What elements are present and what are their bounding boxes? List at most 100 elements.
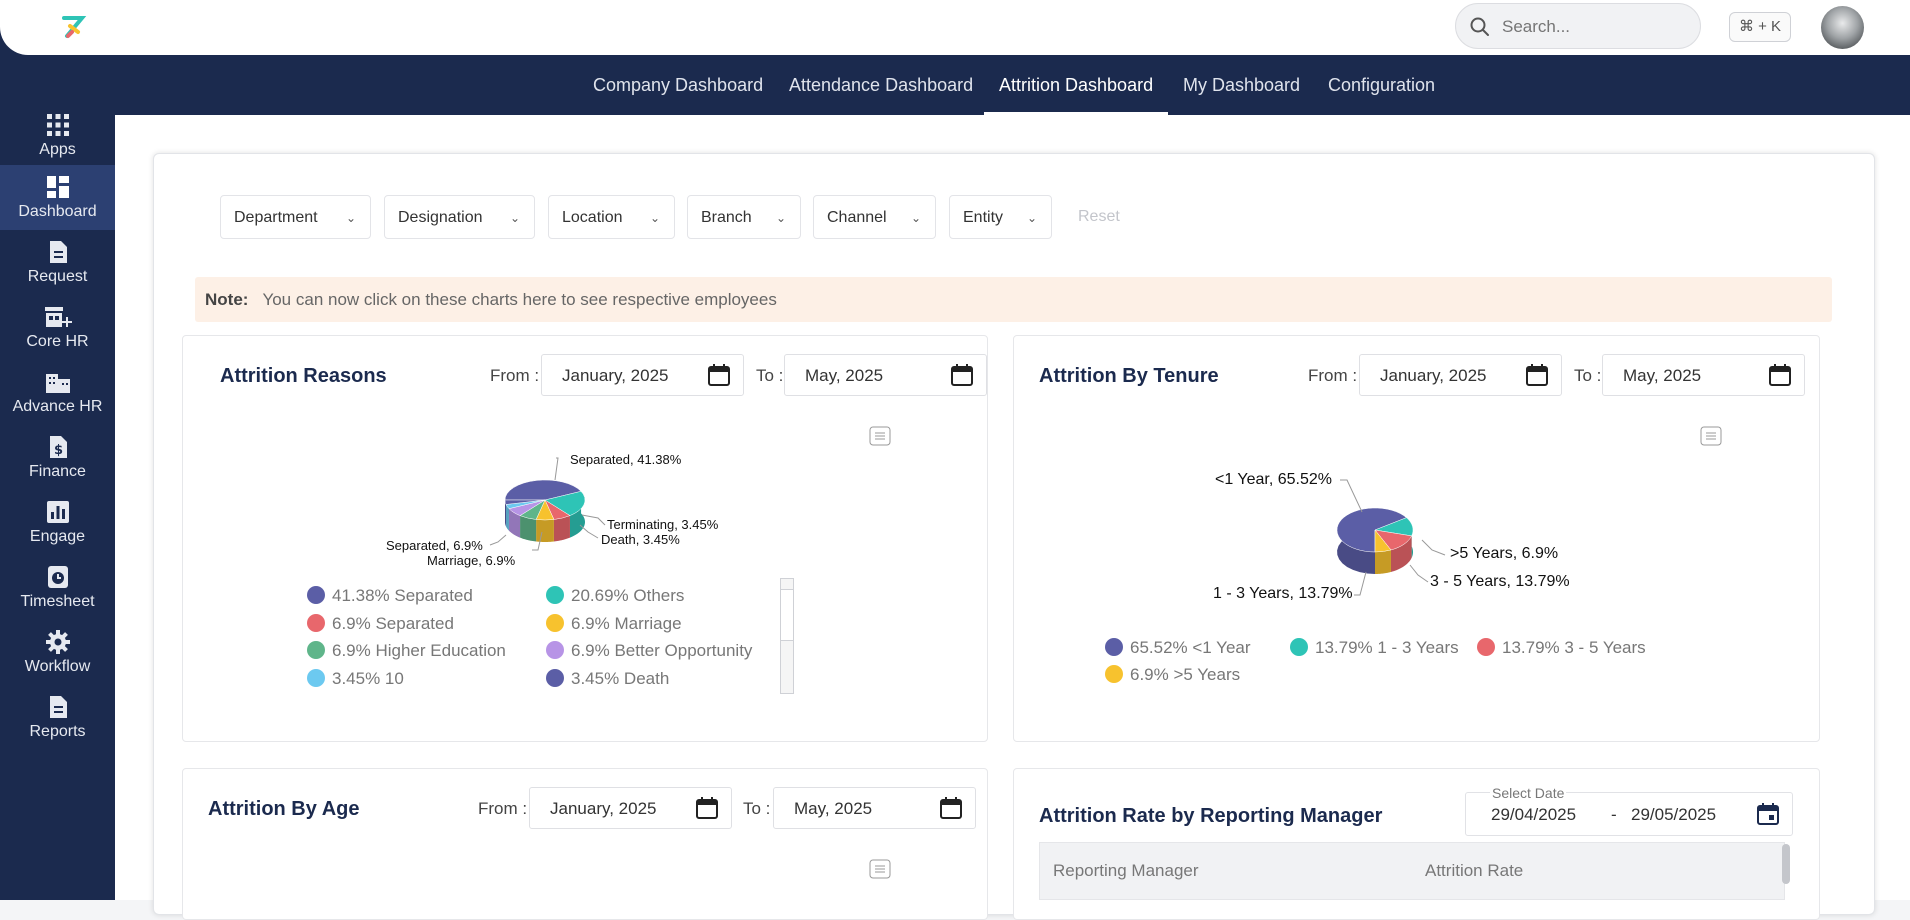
timer-icon — [47, 566, 68, 588]
pie-slice-side[interactable] — [520, 515, 537, 542]
pie-slice[interactable] — [504, 499, 546, 505]
chart-menu-icon[interactable] — [869, 426, 891, 446]
sidebar-item-label: Timesheet — [20, 593, 95, 610]
pie-slice[interactable] — [1374, 529, 1392, 553]
column-header-reporting-manager[interactable]: Reporting Manager — [1053, 861, 1199, 880]
calendar-icon[interactable] — [939, 796, 963, 820]
tenure-to-date[interactable]: May, 2025 — [1602, 354, 1805, 396]
pie-slice[interactable] — [544, 491, 586, 516]
legend-label: 41.38% Separated — [332, 586, 473, 605]
legend-item[interactable]: 6.9% Better Opportunity — [546, 641, 752, 661]
sidebar-item-label: Request — [27, 268, 88, 285]
attrition-reasons-title: Attrition Reasons — [220, 365, 387, 387]
app-logo-icon[interactable] — [58, 12, 88, 42]
legend-dot — [546, 669, 564, 687]
sidebar-item-label: Workflow — [24, 658, 91, 675]
chevron-down-icon: ⌄ — [509, 211, 520, 225]
pie-slice-side[interactable] — [1390, 535, 1412, 572]
pie-slice[interactable] — [1336, 507, 1407, 553]
report-icon — [49, 696, 67, 718]
filter-department[interactable]: Department ⌄ — [220, 195, 371, 239]
column-header-attrition-rate[interactable]: Attrition Rate — [1425, 861, 1524, 880]
sidebar-item-label: Advance HR — [12, 398, 103, 415]
to-date-value: May, 2025 — [805, 366, 884, 385]
legend-item[interactable]: 6.9% >5 Years — [1105, 665, 1240, 685]
calendar-icon[interactable] — [1768, 363, 1792, 387]
scrollbar-thumb[interactable] — [781, 589, 793, 641]
table-scrollbar[interactable] — [1782, 844, 1790, 884]
reasons-from-date[interactable]: January, 2025 — [541, 354, 744, 396]
legend-item[interactable]: 3.45% Death — [546, 669, 669, 689]
pie-slice-side[interactable] — [508, 508, 521, 538]
search-input[interactable] — [1500, 14, 1724, 40]
filter-entity[interactable]: Entity ⌄ — [949, 195, 1052, 239]
legend-dot — [307, 669, 325, 687]
sidebar-item-engage[interactable]: Engage — [0, 490, 115, 555]
legend-item[interactable]: 6.9% Separated — [307, 614, 454, 634]
user-avatar[interactable] — [1821, 6, 1864, 49]
pie-data-label: 3 - 5 Years, 13.79% — [1430, 573, 1570, 590]
age-from-date[interactable]: January, 2025 — [529, 787, 732, 829]
sidebar: Apps Dashboard Request Core HR Advance H… — [0, 100, 115, 900]
pie-slice-side[interactable] — [1375, 549, 1391, 574]
tenure-from-date[interactable]: January, 2025 — [1359, 354, 1562, 396]
legend-item[interactable]: 6.9% Higher Education — [307, 641, 506, 661]
reasons-to-date[interactable]: May, 2025 — [784, 354, 987, 396]
to-label: To : — [743, 799, 771, 818]
legend-item[interactable]: 41.38% Separated — [307, 586, 473, 606]
sidebar-item-advance-hr[interactable]: Advance HR — [0, 360, 115, 425]
legend-label: 13.79% 1 - 3 Years — [1315, 638, 1459, 657]
pie-slice-side[interactable] — [506, 504, 509, 531]
reset-button[interactable]: Reset — [1078, 208, 1120, 225]
legend-dot — [1290, 638, 1308, 656]
tab-my-dashboard[interactable]: My Dashboard — [1183, 75, 1301, 95]
sidebar-item-apps[interactable]: Apps — [0, 103, 115, 168]
tab-company-dashboard[interactable]: Company Dashboard — [593, 75, 764, 95]
pie-slice-side[interactable] — [553, 515, 570, 542]
legend-item[interactable]: 13.79% 3 - 5 Years — [1477, 638, 1646, 658]
legend-label: 20.69% Others — [571, 586, 685, 605]
legend-scrollbar[interactable] — [780, 578, 794, 694]
calendar-icon[interactable] — [707, 363, 731, 387]
legend-item[interactable]: 13.79% 1 - 3 Years — [1290, 638, 1459, 658]
filter-label: Location — [562, 209, 623, 226]
calendar-icon[interactable] — [695, 796, 719, 820]
pie-slice-side[interactable] — [505, 500, 507, 527]
filter-designation[interactable]: Designation ⌄ — [384, 195, 535, 239]
calendar-icon[interactable] — [1525, 363, 1549, 387]
filter-location[interactable]: Location ⌄ — [548, 195, 675, 239]
sidebar-item-core-hr[interactable]: Core HR — [0, 295, 115, 360]
filter-label: Channel — [827, 209, 887, 226]
chart-menu-icon[interactable] — [1700, 426, 1722, 446]
sidebar-item-reports[interactable]: Reports — [0, 685, 115, 750]
tab-attendance-dashboard[interactable]: Attendance Dashboard — [789, 75, 974, 95]
filter-label: Department — [234, 209, 318, 226]
calendar-icon[interactable] — [1756, 802, 1780, 826]
legend-item[interactable]: 20.69% Others — [546, 586, 684, 606]
from-date-value: January, 2025 — [562, 366, 669, 385]
sidebar-item-timesheet[interactable]: Timesheet — [0, 555, 115, 620]
legend-item[interactable]: 3.45% 10 — [307, 669, 404, 689]
pie-slice[interactable] — [504, 479, 582, 501]
chart-menu-icon[interactable] — [869, 859, 891, 879]
from-label: From : — [478, 799, 528, 818]
sidebar-item-finance[interactable]: $ Finance — [0, 425, 115, 490]
legend-item[interactable]: 6.9% Marriage — [546, 614, 682, 634]
date-separator: - — [1611, 805, 1617, 824]
age-to-date[interactable]: May, 2025 — [773, 787, 976, 829]
tab-attrition-dashboard[interactable]: Attrition Dashboard — [984, 55, 1169, 115]
sidebar-item-dashboard[interactable]: Dashboard — [0, 165, 115, 230]
sidebar-item-request[interactable]: Request — [0, 230, 115, 295]
calendar-icon[interactable] — [950, 363, 974, 387]
filter-branch[interactable]: Branch ⌄ — [687, 195, 801, 239]
filter-channel[interactable]: Channel ⌄ — [813, 195, 936, 239]
search-box[interactable]: ⌘ + K — [1455, 3, 1791, 49]
date-range-picker[interactable]: 29/04/2025 - 29/05/2025 — [1465, 792, 1793, 836]
legend-label: 6.9% Separated — [332, 614, 454, 633]
legend-item[interactable]: 65.52% <1 Year — [1105, 638, 1251, 658]
sidebar-item-workflow[interactable]: Workflow — [0, 620, 115, 685]
legend-dot — [307, 614, 325, 632]
tenure-pie-chart[interactable] — [1330, 500, 1420, 580]
legend-dot — [1477, 638, 1495, 656]
tab-configuration[interactable]: Configuration — [1328, 75, 1436, 95]
